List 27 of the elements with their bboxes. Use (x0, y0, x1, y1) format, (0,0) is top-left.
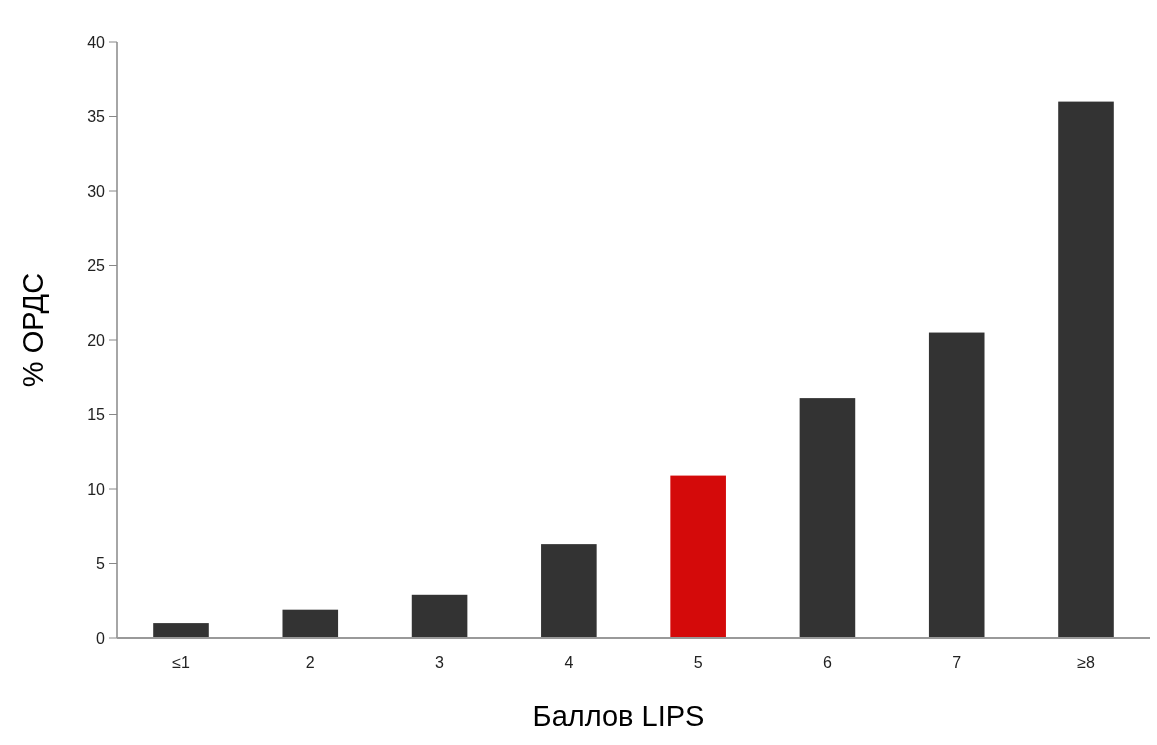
y-axis-title: % ОРДС (17, 272, 49, 388)
y-tick-label: 40 (87, 33, 106, 51)
bar (799, 398, 856, 638)
x-tick-label: ≥8 (1077, 654, 1095, 671)
y-tick-label: 35 (87, 108, 106, 126)
bar (541, 544, 597, 638)
x-axis-title: Баллов LIPS (532, 700, 705, 732)
bar (928, 332, 985, 638)
x-tick-label: 4 (564, 654, 574, 671)
y-tick-label: 20 (87, 331, 106, 349)
y-tick-label: 0 (96, 629, 106, 647)
y-tick-label: 30 (87, 182, 106, 200)
bar (153, 623, 209, 638)
y-tick-label: 5 (96, 555, 106, 573)
x-tick-label: 6 (822, 654, 832, 671)
x-tick-label: 2 (305, 654, 315, 671)
x-tick-label: 5 (693, 654, 703, 671)
y-tick-label: 25 (87, 257, 106, 275)
bar (670, 475, 726, 638)
x-tick-label: 7 (952, 654, 962, 671)
bar (1058, 101, 1114, 638)
x-tick-label: ≤1 (172, 654, 190, 671)
y-tick-label: 10 (87, 480, 106, 498)
bar (282, 609, 339, 638)
y-tick-label: 15 (87, 406, 106, 424)
x-tick-label: 3 (435, 654, 445, 671)
bar (411, 594, 468, 638)
